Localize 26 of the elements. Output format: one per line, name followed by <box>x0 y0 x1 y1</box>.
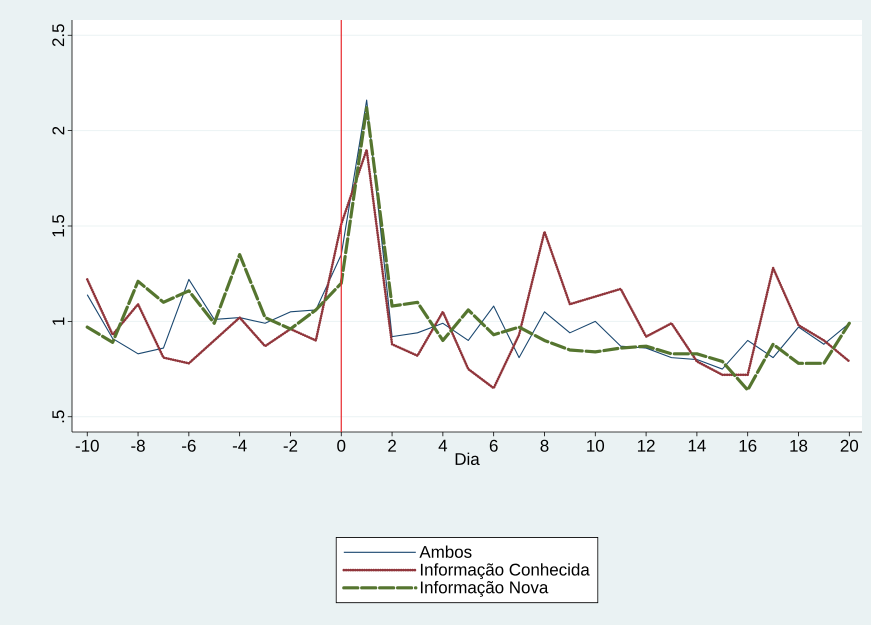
x-tick-label: -8 <box>131 440 145 452</box>
x-tick-label: 2 <box>388 440 396 452</box>
x-tick-label: 14 <box>688 440 706 452</box>
y-tick-label: 1 <box>52 317 64 325</box>
x-tick-label: 18 <box>790 440 808 452</box>
x-tick-label: 16 <box>740 440 756 452</box>
y-tick-label: 1.5 <box>52 214 64 236</box>
line-series <box>86 148 851 390</box>
legend-label: Informação Conhecida <box>420 563 590 580</box>
x-tick-label: -10 <box>76 440 99 452</box>
x-tick-label: 10 <box>587 440 604 452</box>
legend-label: Informação Nova <box>420 580 548 597</box>
y-tick-label: 2 <box>52 126 64 134</box>
y-tick-label: .5 <box>52 410 64 422</box>
x-tick-label: 6 <box>490 440 498 452</box>
x-tick-label: 8 <box>540 440 548 452</box>
legend-label: Ambos <box>419 545 472 558</box>
x-tick-label: -6 <box>182 440 196 452</box>
x-tick-label: 12 <box>638 440 655 452</box>
x-tick-label: -4 <box>232 440 247 452</box>
x-tick-label: -2 <box>284 440 298 452</box>
x-tick-label: 20 <box>840 440 858 452</box>
x-tick-label: 0 <box>337 440 346 452</box>
y-tick-label: 2.5 <box>52 24 64 46</box>
x-axis-title: Dia <box>456 452 480 466</box>
x-tick-label: 4 <box>438 440 448 452</box>
